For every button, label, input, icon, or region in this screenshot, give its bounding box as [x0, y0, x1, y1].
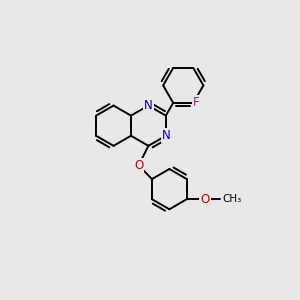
Text: F: F [193, 96, 200, 110]
Text: O: O [134, 159, 143, 172]
Text: CH₃: CH₃ [223, 194, 242, 204]
Text: N: N [144, 99, 153, 112]
Text: N: N [161, 129, 170, 142]
Text: O: O [200, 193, 210, 206]
